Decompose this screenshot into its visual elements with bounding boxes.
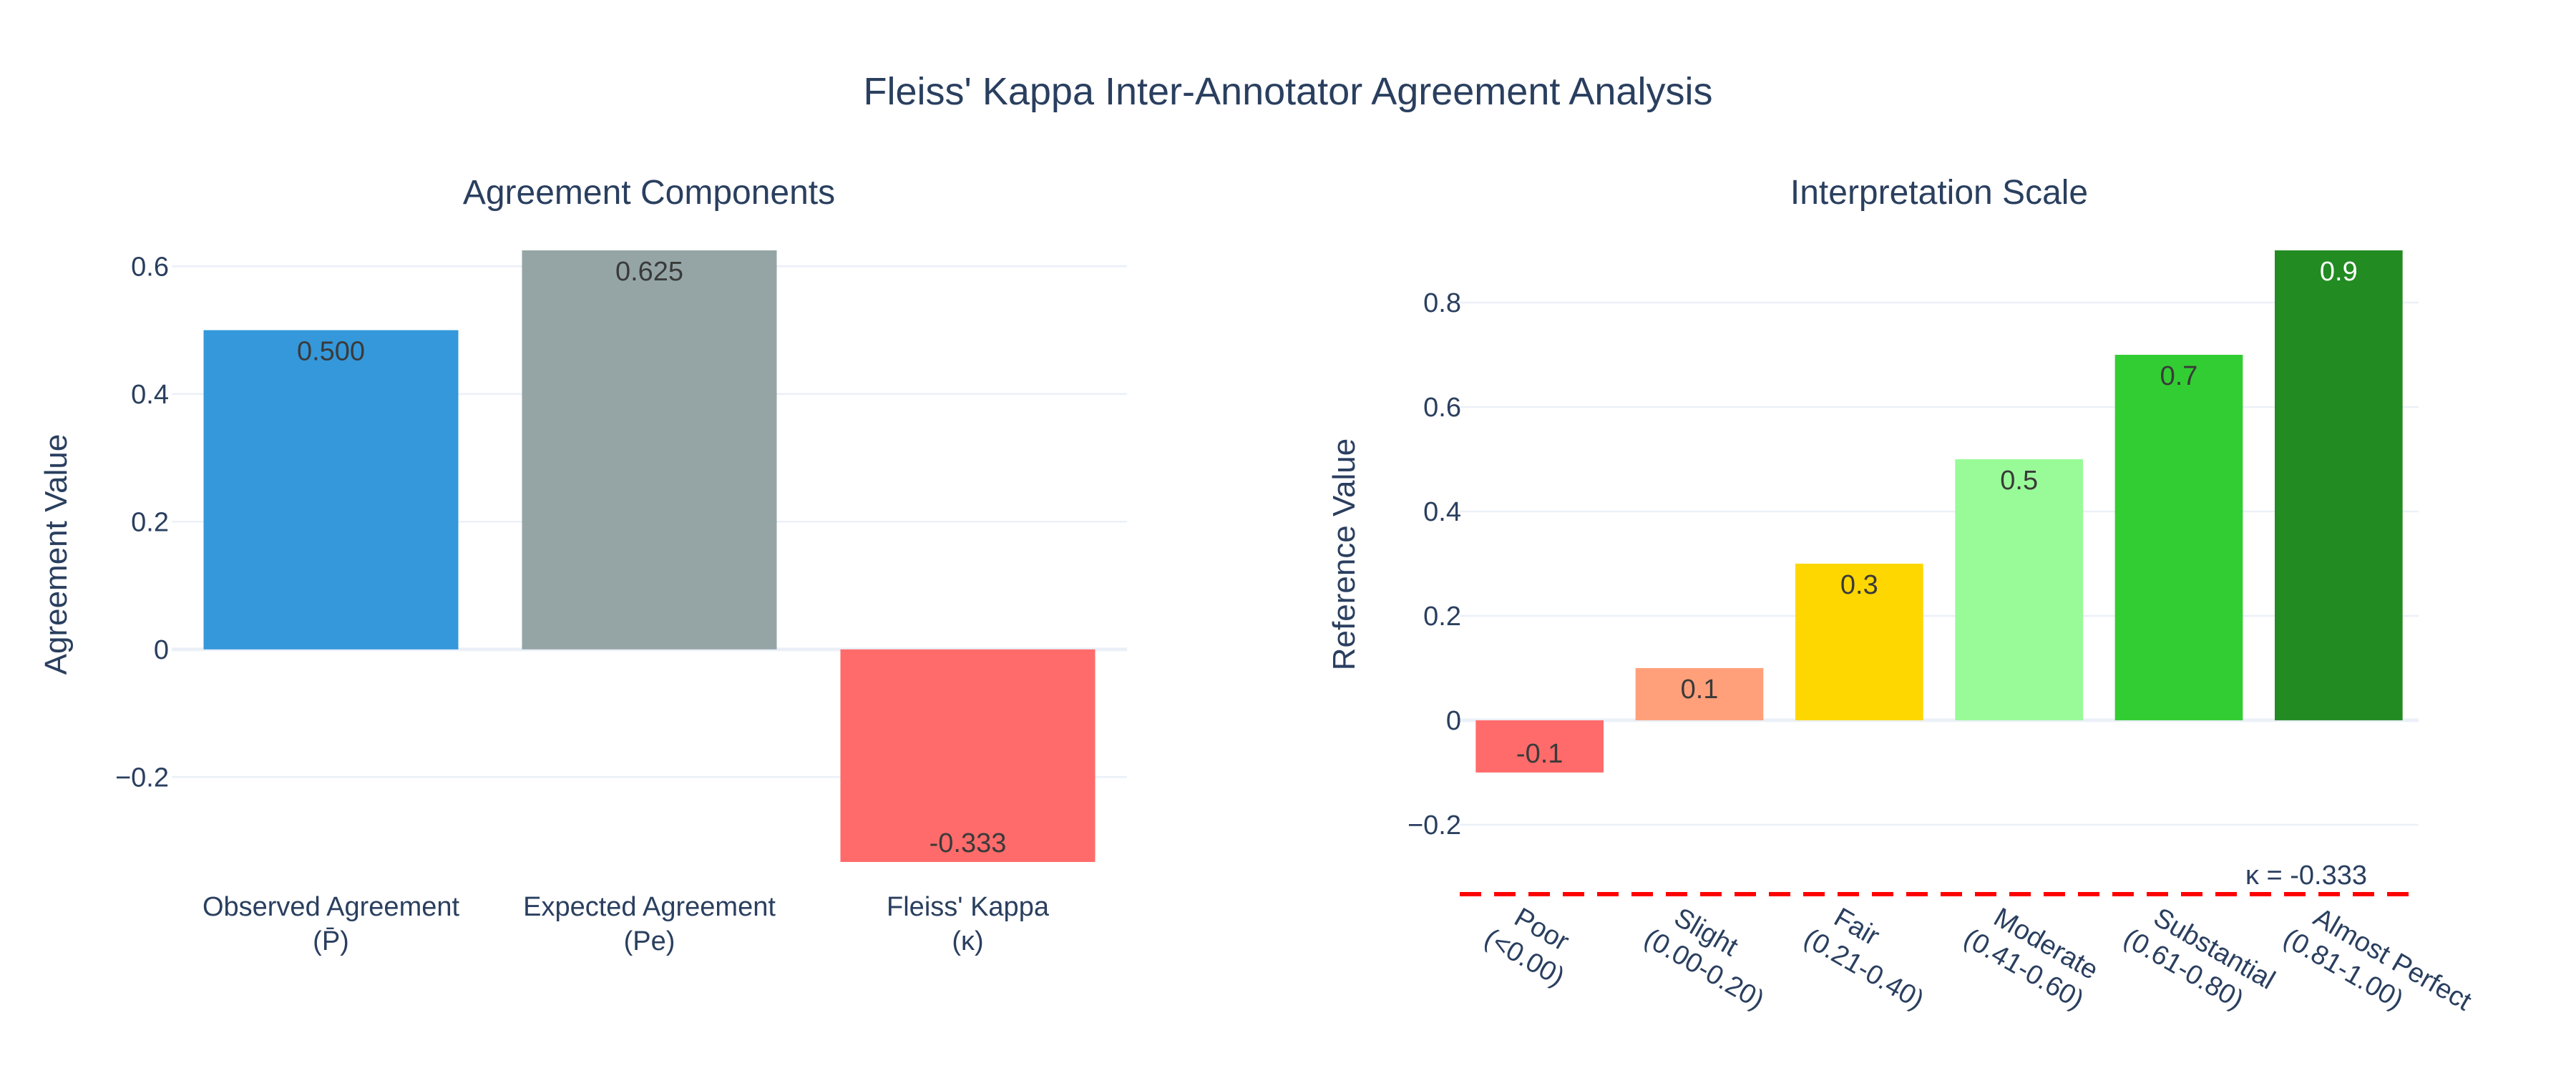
y-tick-label: 0.2 xyxy=(1423,602,1461,632)
x-tick-label: Substantial(0.61-0.80) xyxy=(2118,894,2280,1024)
y-tick-label: 0 xyxy=(154,635,169,665)
bar xyxy=(2114,354,2243,720)
x-tick-label: Observed Agreement (P̄) xyxy=(203,892,460,956)
figure-title: Fleiss' Kappa Inter-Annotator Agreement … xyxy=(864,70,1713,113)
y-axis-title: Reference Value xyxy=(1327,438,1362,671)
x-tick-label: Expected Agreement (Pe) xyxy=(523,892,776,956)
bar xyxy=(840,649,1096,862)
chart-title: Agreement Components xyxy=(463,174,835,212)
y-tick-label: −0.2 xyxy=(1407,810,1461,841)
kappa-annotation: κ = -0.333 xyxy=(2245,861,2367,891)
kappa-reference-line: κ = -0.333 xyxy=(1460,861,2419,896)
bar-value-label: 0.5 xyxy=(2000,466,2038,496)
bar-value-label: 0.3 xyxy=(1840,570,1878,600)
bar xyxy=(1475,720,1604,773)
y-axis-title: Agreement Value xyxy=(39,434,74,675)
x-tick-label: Slight(0.00-0.20) xyxy=(1639,894,1785,1015)
bar xyxy=(1795,563,1923,720)
x-tick-label: Fair(0.21-0.40) xyxy=(1799,894,1946,1015)
bar xyxy=(2275,250,2403,720)
x-tick-labels: Observed Agreement (P̄) Expected Agreement… xyxy=(203,892,1050,956)
bar xyxy=(203,330,459,650)
bar-value-label: 0.7 xyxy=(2160,361,2198,391)
y-tick-label: 0.8 xyxy=(1423,288,1461,318)
y-tick-label: 0.6 xyxy=(1423,393,1461,423)
gridlines xyxy=(1460,301,2419,826)
bar-value-label: 0.625 xyxy=(615,257,683,287)
x-tick-label: Poor(<0.00) xyxy=(1479,894,1586,992)
chart-agreement-components: Agreement Components Agreement Value 0.5… xyxy=(39,174,1127,956)
bar-value-label: 0.500 xyxy=(297,337,365,367)
y-tick-labels: −0.2 0 0.2 0.4 0.6 xyxy=(115,252,169,793)
chart-title: Interpretation Scale xyxy=(1790,174,2088,212)
bar-value-label: -0.1 xyxy=(1516,739,1563,769)
bar-value-label: 0.9 xyxy=(2320,257,2358,287)
y-tick-label: 0 xyxy=(1446,706,1461,736)
y-tick-label: 0.6 xyxy=(131,252,169,282)
bar xyxy=(522,250,777,650)
x-tick-labels: Poor(<0.00) Slight(0.00-0.20) Fair(0.21-0.… xyxy=(1479,894,2477,1045)
bar-value-label: 0.1 xyxy=(1681,675,1719,705)
x-tick-label: Moderate(0.41-0.60) xyxy=(1958,894,2105,1015)
x-tick-label: Fleiss' Kappa (κ) xyxy=(887,892,1050,956)
y-tick-label: −0.2 xyxy=(115,763,169,793)
bars: -0.1 0.1 0.3 0.5 0.7 0.9 xyxy=(1475,250,2403,773)
y-tick-label: 0.4 xyxy=(1423,497,1461,527)
y-tick-labels: −0.2 0 0.2 0.4 0.6 0.8 xyxy=(1407,288,1461,841)
y-tick-label: 0.4 xyxy=(131,380,169,410)
bars: 0.500 0.625 -0.333 xyxy=(203,250,1096,862)
bar xyxy=(1635,667,1764,720)
x-tick-label: Almost Perfect(0.81-1.00) xyxy=(2278,894,2477,1045)
y-tick-label: 0.2 xyxy=(131,507,169,537)
bar-value-label: -0.333 xyxy=(930,828,1007,858)
bar xyxy=(1955,459,2083,720)
chart-interpretation-scale: Interpretation Scale Reference Value -0.… xyxy=(1327,174,2477,1045)
